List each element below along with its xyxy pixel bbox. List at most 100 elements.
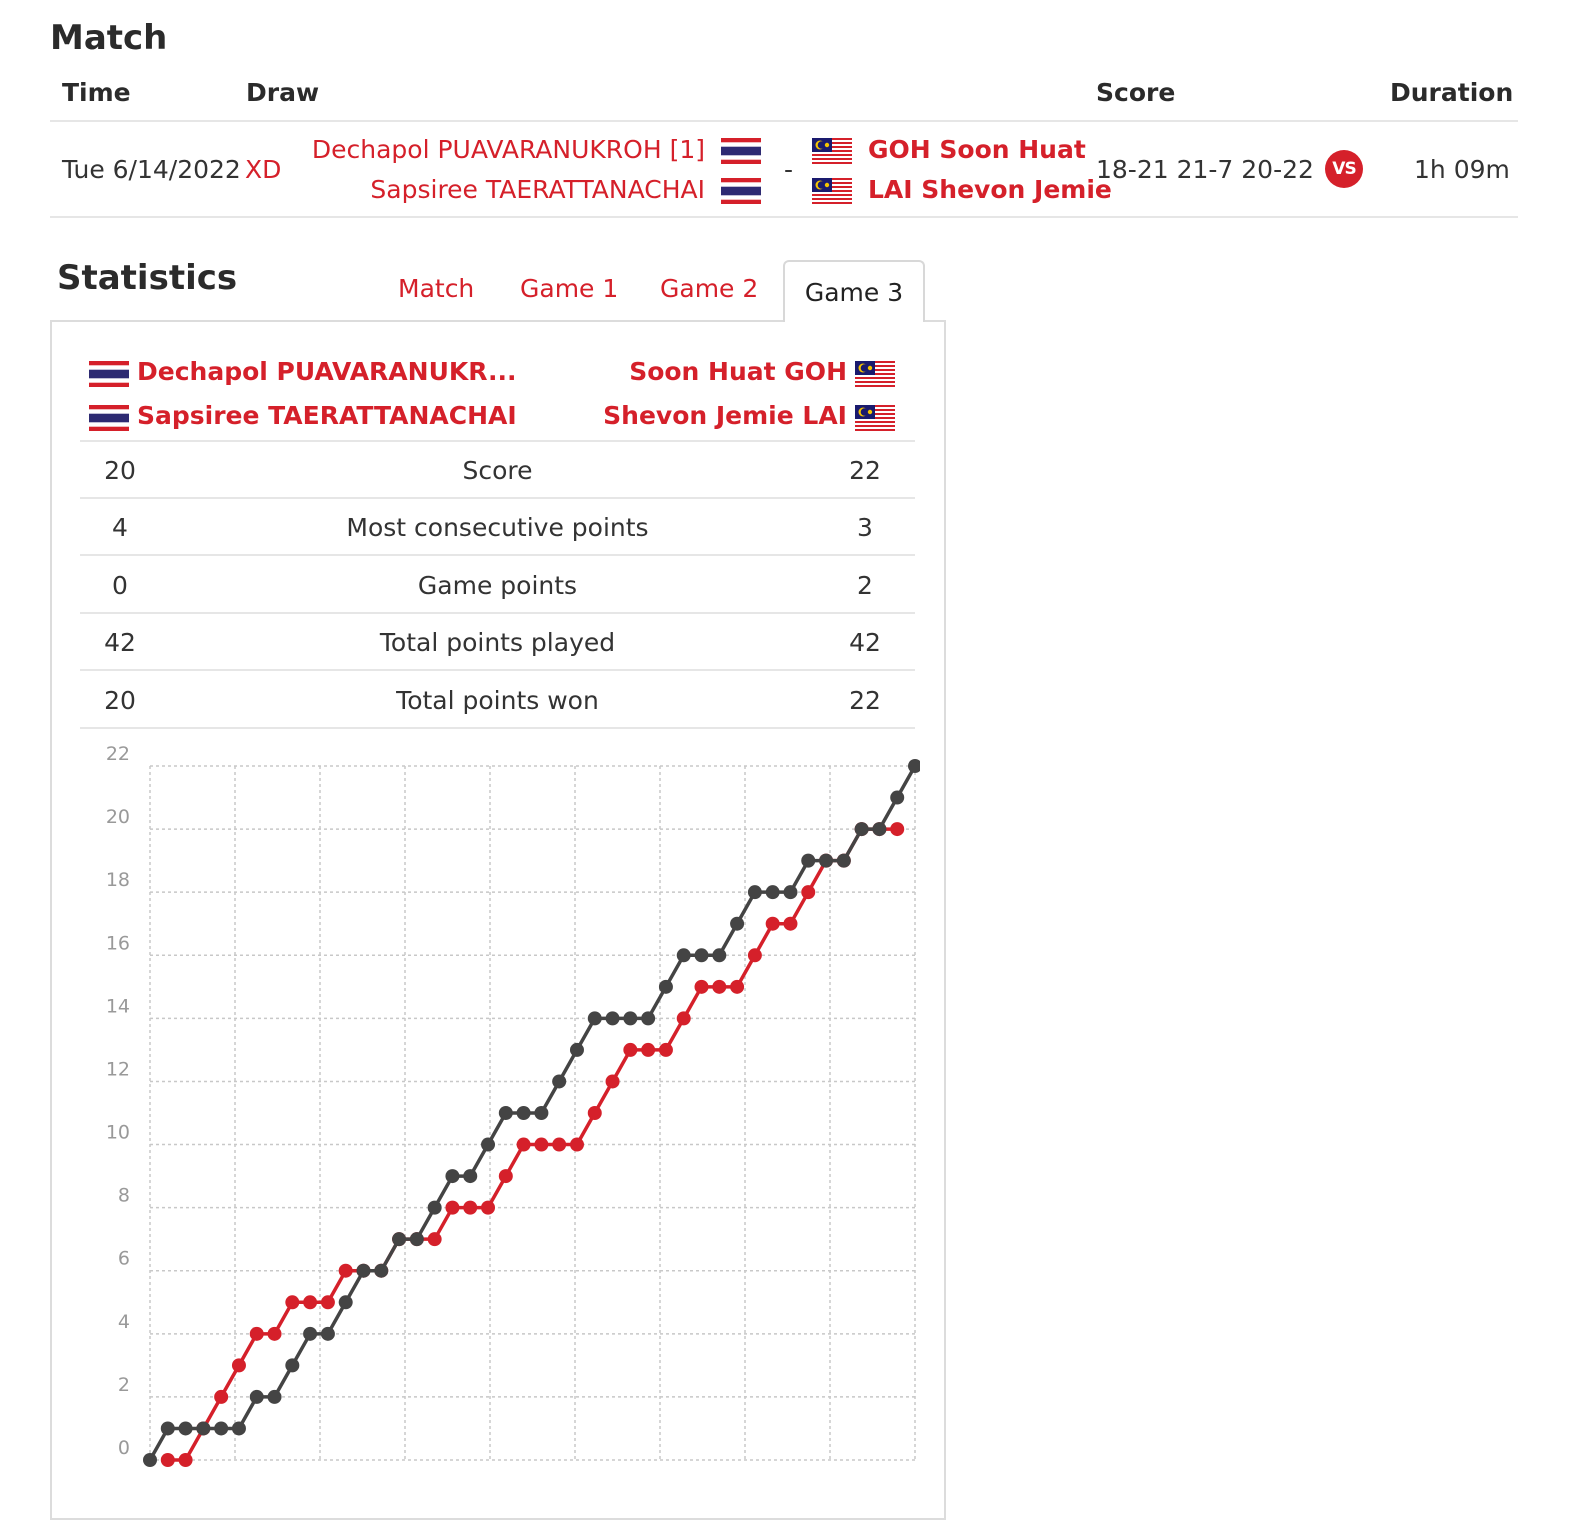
stat-row-score: 20 Score 22 [80, 442, 915, 499]
stat-row-total-played: 42 Total points played 42 [80, 614, 915, 671]
series-point [445, 1200, 460, 1215]
series-point [623, 1011, 638, 1026]
team2-player1-link[interactable]: GOH Soon Huat [868, 135, 1086, 164]
head-to-head-vs-icon[interactable]: VS [1325, 150, 1363, 188]
series-point [356, 1263, 371, 1278]
series-point [374, 1263, 389, 1278]
series-point [338, 1263, 353, 1278]
tab-game-1[interactable]: Game 1 [520, 274, 619, 303]
series-point [783, 885, 798, 900]
y-tick-label: 0 [118, 1437, 130, 1459]
series-point [534, 1137, 549, 1152]
y-tick-label: 20 [106, 806, 130, 828]
series-point [160, 1453, 175, 1467]
series-point [303, 1326, 318, 1341]
tab-match[interactable]: Match [398, 274, 475, 303]
series-point [481, 1137, 496, 1152]
series-point [463, 1169, 478, 1184]
series-point [498, 1169, 513, 1184]
series-point [730, 979, 745, 994]
stat-label: Game points [417, 571, 578, 600]
stats-team2-player1-link[interactable]: Soon Huat GOH [629, 357, 847, 386]
stats-header-divider [80, 440, 915, 442]
y-tick-label: 12 [106, 1058, 130, 1080]
series-point [231, 1421, 246, 1436]
series-point [143, 1453, 157, 1467]
malaysia-flag-icon [812, 138, 852, 164]
row-divider [50, 216, 1518, 218]
series-point [712, 948, 727, 963]
series-point [463, 1200, 478, 1215]
series-point [498, 1106, 513, 1120]
series-point [623, 1042, 638, 1057]
y-tick-label: 4 [118, 1311, 130, 1333]
active-tab-joiner [785, 318, 923, 322]
series-point [409, 1232, 424, 1247]
y-tick-label: 22 [106, 743, 130, 765]
series-point [587, 1011, 602, 1026]
series-point [427, 1200, 442, 1215]
series-point [445, 1169, 460, 1184]
series-point [427, 1232, 442, 1247]
series-point [694, 948, 709, 963]
series-point [267, 1326, 282, 1341]
series-point [392, 1232, 407, 1247]
score-progression-chart: 0 2 4 6 8 10 12 14 16 18 20 22 [106, 743, 920, 1467]
series-point [801, 853, 816, 868]
series-point [641, 1011, 656, 1026]
malaysia-flag-icon [812, 178, 852, 204]
stat-right-value: 2 [857, 571, 873, 600]
series-point [249, 1326, 264, 1341]
series-point [249, 1389, 264, 1404]
series-point [178, 1421, 193, 1436]
series-point [481, 1200, 496, 1215]
thailand-flag-icon [89, 361, 129, 387]
y-tick-label: 2 [118, 1374, 130, 1396]
stat-right-value: 22 [849, 456, 881, 485]
stat-label: Score [462, 456, 533, 485]
team1-player2-link[interactable]: Sapsiree TAERATTANACHAI [370, 175, 705, 204]
stat-left-value: 42 [104, 628, 136, 657]
stat-right-value: 3 [857, 513, 873, 542]
team1-player1-link[interactable]: Dechapol PUAVARANUKROH [1] [311, 135, 705, 164]
series-point [231, 1358, 246, 1373]
series-point [320, 1326, 335, 1341]
y-tick-label: 16 [106, 932, 130, 954]
series-point [908, 759, 920, 773]
stat-row-most-consecutive: 4 Most consecutive points 3 [80, 499, 915, 556]
tab-game-2[interactable]: Game 2 [660, 274, 759, 303]
y-tick-label: 10 [106, 1122, 130, 1144]
stat-label: Most consecutive points [346, 513, 649, 542]
thailand-flag-icon [721, 178, 761, 204]
statistics-title: Statistics [57, 258, 238, 298]
malaysia-flag-icon [855, 361, 895, 387]
thailand-flag-icon [89, 405, 129, 431]
stats-team1-player1-link[interactable]: Dechapol PUAVARANUKR... [137, 357, 517, 386]
series-point [801, 885, 816, 900]
series-point [747, 948, 762, 963]
draw-header: Draw [246, 78, 320, 107]
draw-link[interactable]: XD [245, 155, 282, 184]
series-point [267, 1389, 282, 1404]
stats-team2-player2-link[interactable]: Shevon Jemie LAI [603, 401, 847, 430]
series-point [694, 979, 709, 994]
match-score: 18-21 21-7 20-22 [1096, 155, 1314, 184]
stat-right-value: 42 [849, 628, 881, 657]
series-point [730, 916, 745, 931]
series-point [605, 1011, 620, 1026]
tab-game-3[interactable]: Game 3 [783, 260, 925, 322]
series-point [338, 1295, 353, 1310]
stat-left-value: 20 [104, 456, 136, 485]
series-point [516, 1137, 531, 1152]
match-duration: 1h 09m [1414, 155, 1510, 184]
stats-team1-player2-link[interactable]: Sapsiree TAERATTANACHAI [137, 401, 517, 430]
series-point [178, 1453, 193, 1467]
series-point [605, 1074, 620, 1089]
series-line [148, 765, 917, 1461]
malaysia-flag-icon [855, 405, 895, 431]
stat-row-total-won: 20 Total points won 22 [80, 672, 915, 729]
series-point [765, 885, 780, 900]
team2-player2-link[interactable]: LAI Shevon Jemie [868, 175, 1112, 204]
duration-header: Duration [1390, 78, 1514, 107]
stat-row-game-points: 0 Game points 2 [80, 557, 915, 614]
